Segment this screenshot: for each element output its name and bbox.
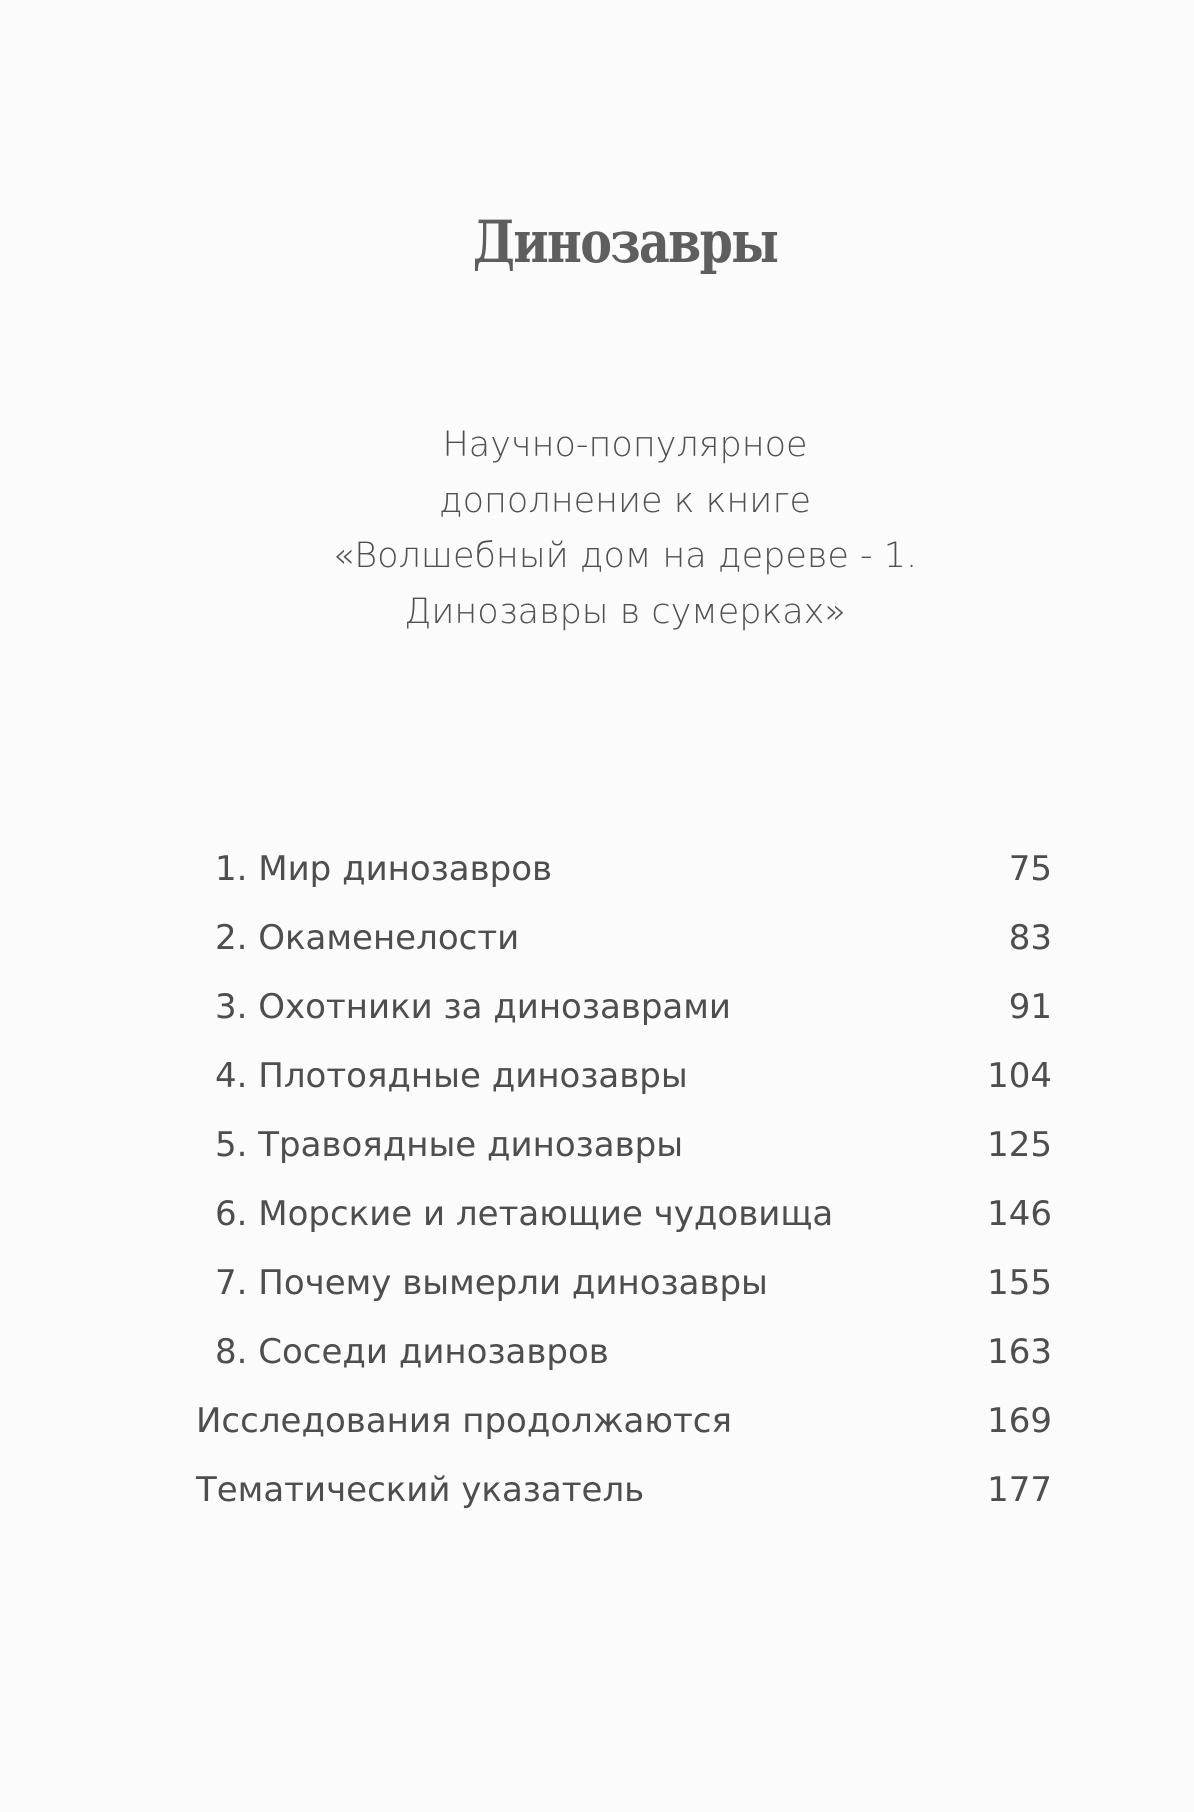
toc-entry-label: 5. Травоядные динозавры	[215, 1125, 684, 1165]
toc-entry: 5. Травоядные динозавры 125	[196, 1122, 1052, 1191]
table-of-contents: 1. Мир динозавров 75 2. Окаменелости 83 3. О…	[196, 846, 1052, 1536]
toc-entry: 8. Соседи динозавров 163	[196, 1329, 1052, 1398]
toc-entry: Тематический указатель 177	[196, 1467, 1052, 1536]
toc-entry-label: 1. Мир динозавров	[215, 849, 553, 889]
toc-entry-page: 155	[987, 1263, 1052, 1303]
toc-entry: 6. Морские и летающие чудовища 146	[196, 1191, 1052, 1260]
toc-entry-page: 83	[1008, 918, 1052, 958]
subtitle-line: Динозавры в сумерках»	[404, 591, 846, 632]
toc-entry-page: 163	[987, 1332, 1052, 1372]
toc-entry-page: 169	[987, 1401, 1052, 1441]
toc-entry-page: 177	[987, 1470, 1052, 1510]
toc-entry-label: 8. Соседи динозавров	[215, 1332, 609, 1372]
toc-entry-label: 2. Окаменелости	[215, 918, 520, 958]
toc-entry-page: 146	[987, 1194, 1052, 1234]
toc-entry-label: Исследования продолжаются	[196, 1401, 732, 1441]
toc-entry: 7. Почему вымерли динозавры 155	[196, 1260, 1052, 1329]
toc-entry-label: 3. Охотники за динозаврами	[215, 987, 731, 1027]
toc-entry-label: 4. Плотоядные динозавры	[215, 1056, 688, 1096]
toc-entry-page: 75	[1008, 849, 1052, 889]
toc-entry: 1. Мир динозавров 75	[196, 846, 1052, 915]
subtitle-line: «Волшебный дом на дереве - 1.	[332, 536, 918, 576]
toc-entry: 2. Окаменелости 83	[196, 915, 1052, 984]
toc-entry-label: 6. Морские и летающие чудовища	[215, 1194, 834, 1234]
toc-entry-label: Тематический указатель	[196, 1470, 645, 1510]
subtitle: Научно-популярное дополнение к книге «Во…	[0, 418, 1194, 640]
toc-entry-label: 7. Почему вымерли динозавры	[215, 1263, 768, 1303]
toc-entry: 3. Охотники за динозаврами 91	[196, 984, 1052, 1053]
subtitle-line: дополнение к книге	[438, 480, 812, 521]
book-title: Динозавры	[472, 208, 779, 276]
toc-entry-page: 91	[1008, 987, 1052, 1027]
toc-entry-page: 104	[987, 1056, 1052, 1096]
subtitle-line: Научно-популярное	[442, 425, 808, 465]
toc-entry-page: 125	[987, 1125, 1052, 1165]
toc-entry: Исследования продолжаются 169	[196, 1398, 1052, 1467]
toc-entry: 4. Плотоядные динозавры 104	[196, 1053, 1052, 1122]
